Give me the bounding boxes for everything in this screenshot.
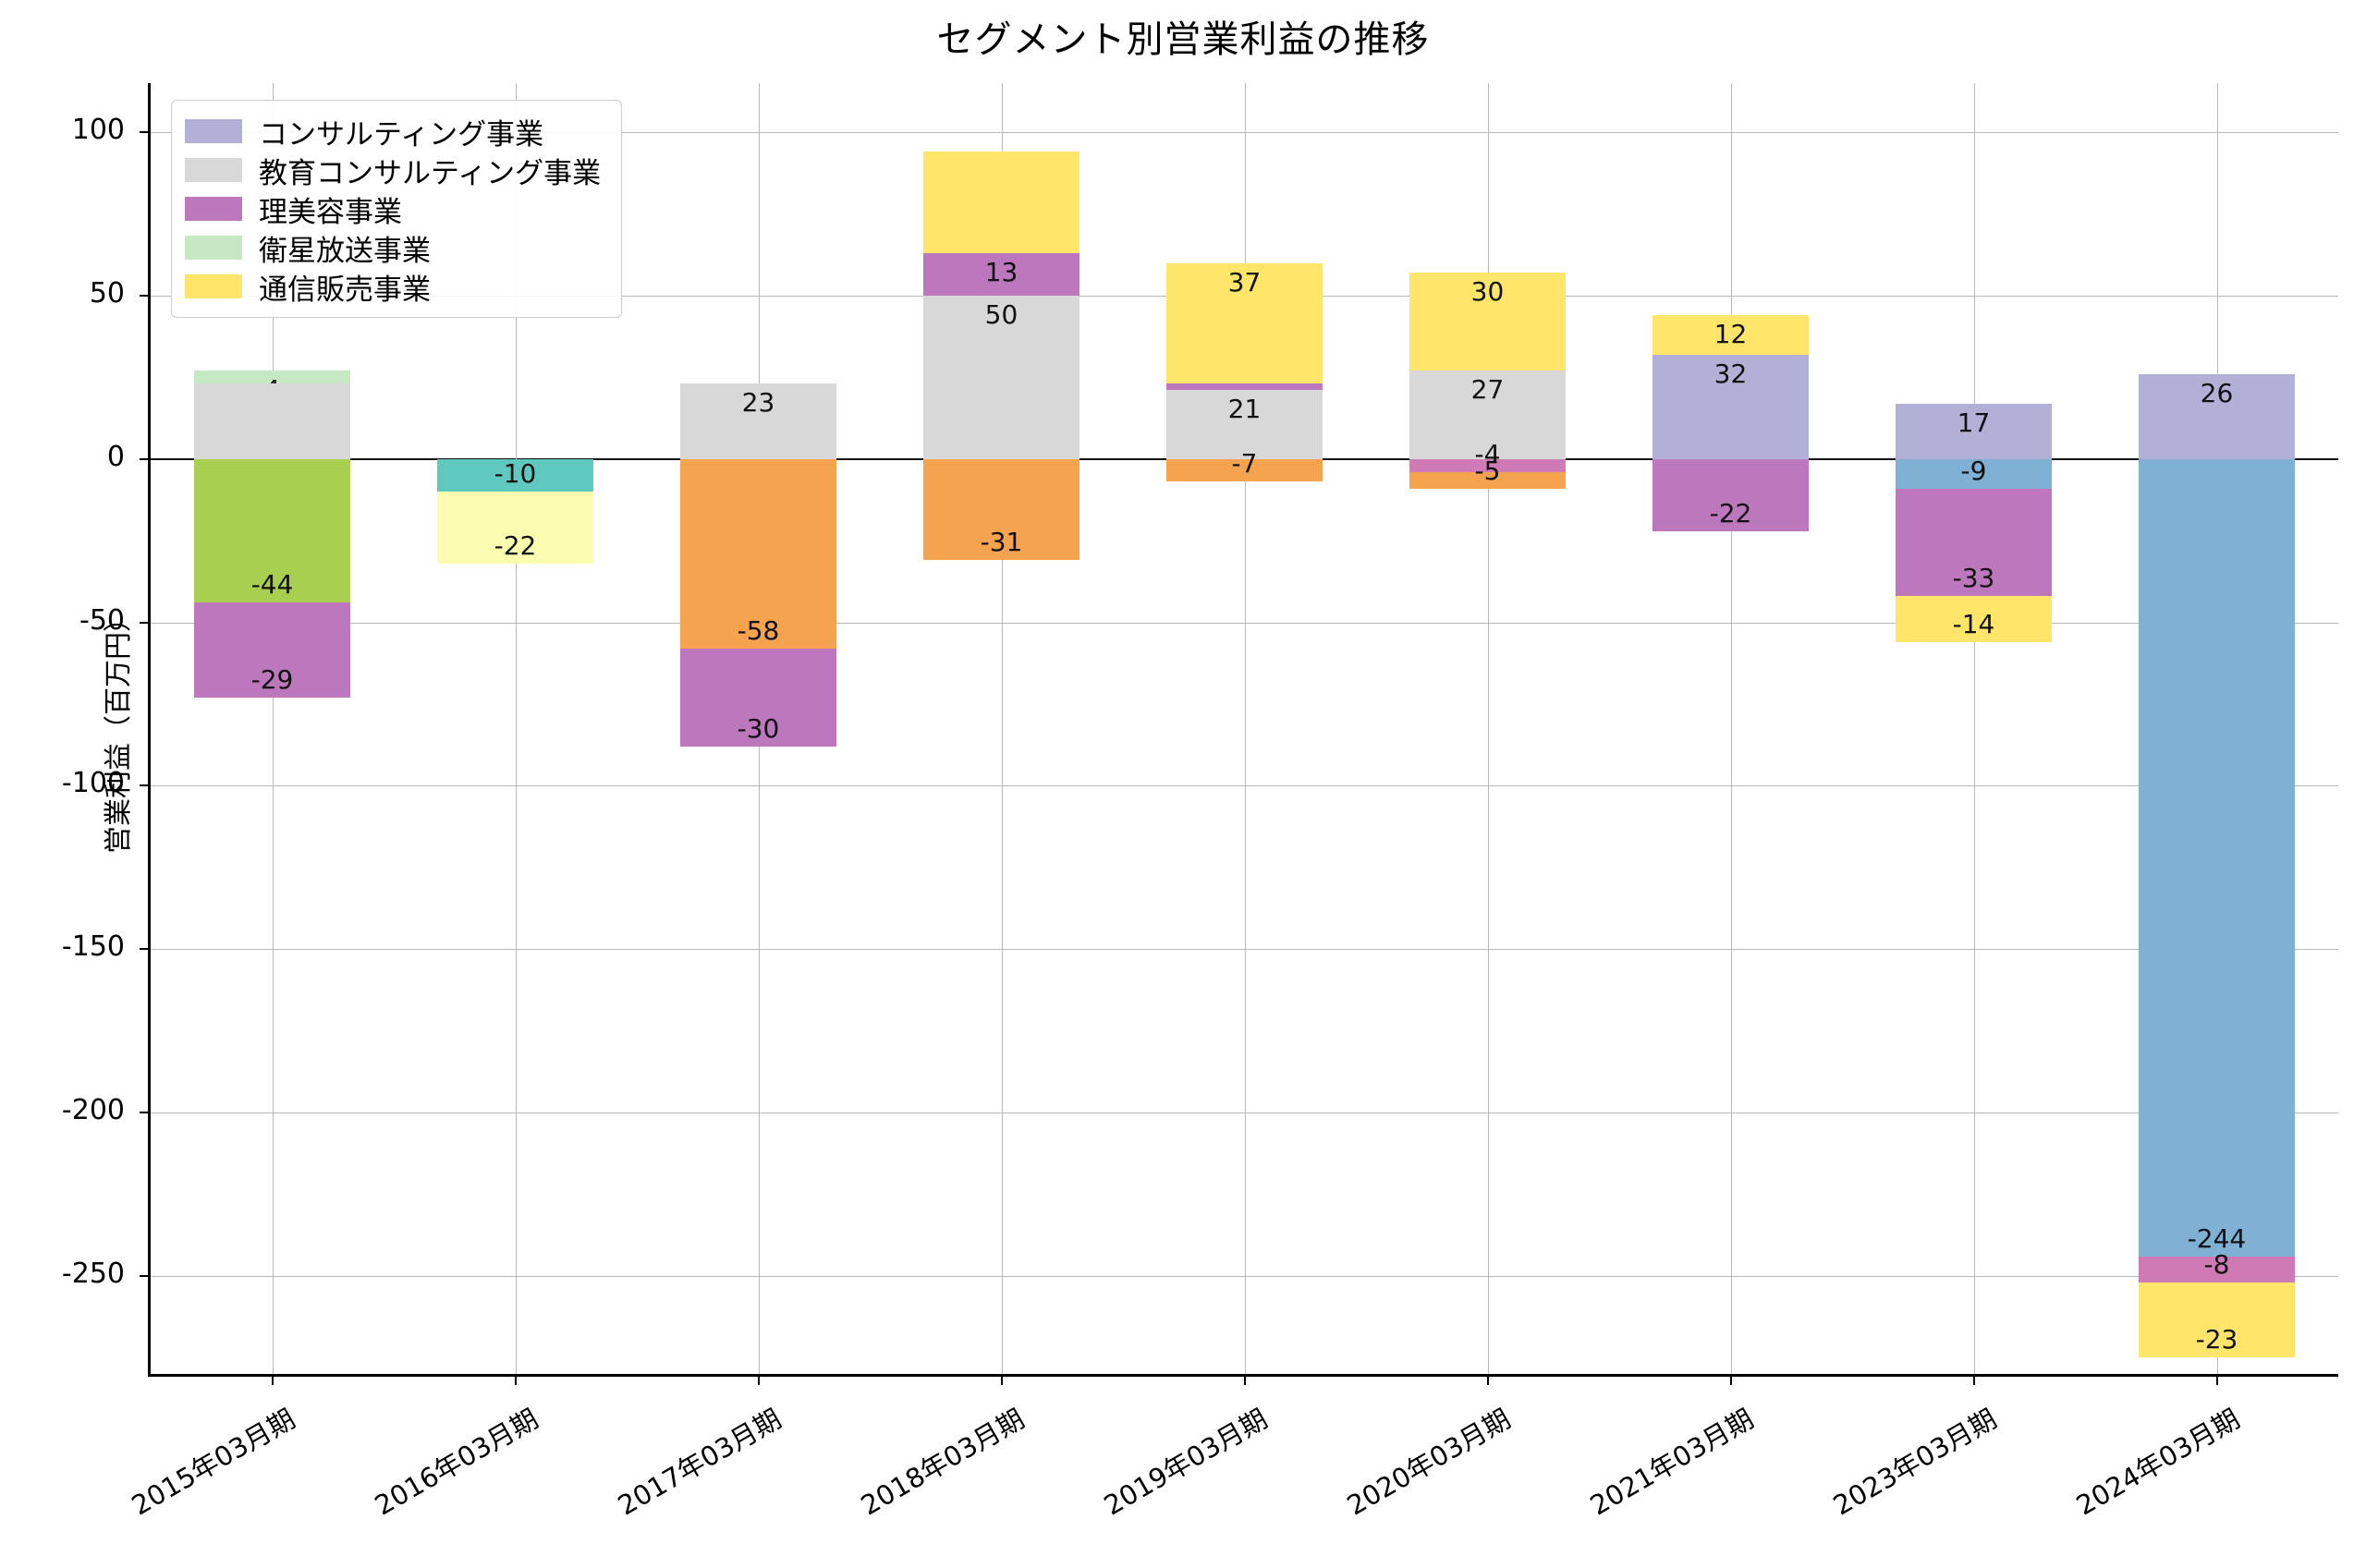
y-tick-mark — [140, 131, 151, 134]
legend-swatch-icon — [185, 274, 242, 298]
x-gridline — [1244, 83, 1246, 1374]
x-tick-mark — [1729, 1374, 1732, 1385]
bar-segment[interactable] — [1896, 403, 2052, 459]
bar-segment[interactable] — [1409, 458, 1566, 472]
legend-item[interactable]: コンサルティング事業 — [185, 112, 601, 152]
y-tick-label: 0 — [106, 440, 125, 473]
y-tick-mark — [140, 784, 151, 787]
bar-segment[interactable] — [923, 295, 1079, 459]
bar-segment[interactable] — [923, 252, 1079, 296]
legend-label: 衛星放送事業 — [259, 234, 431, 268]
bar-segment[interactable] — [194, 602, 350, 698]
bar-segment[interactable] — [923, 458, 1079, 561]
chart-title: セグメント別営業利益の推移 — [936, 18, 1430, 61]
y-tick-label: -200 — [61, 1094, 125, 1127]
y-tick-label: -250 — [61, 1257, 125, 1290]
x-gridline — [1730, 83, 1732, 1374]
bar-segment[interactable] — [680, 383, 836, 459]
bar-segment[interactable] — [1896, 458, 2052, 489]
x-tick-label: 2019年03月期 — [1098, 1403, 1273, 1522]
bar-segment[interactable] — [680, 648, 836, 747]
y-tick-mark — [140, 294, 151, 297]
x-tick-mark — [2215, 1374, 2218, 1385]
bar-segment[interactable] — [1166, 262, 1323, 384]
y-tick-mark — [140, 1112, 151, 1114]
y-tick-mark — [140, 621, 151, 624]
bar-segment[interactable] — [1166, 383, 1323, 391]
x-tick-mark — [1000, 1374, 1003, 1385]
bar-segment[interactable] — [437, 492, 593, 564]
bar-segment[interactable] — [194, 371, 350, 384]
x-tick-label: 2023年03月期 — [1827, 1403, 2002, 1522]
y-tick-mark — [140, 1274, 151, 1277]
x-tick-label: 2018年03月期 — [855, 1403, 1030, 1522]
chart-legend: コンサルティング事業教育コンサルティング事業 理美容事業衛星放送事業 通信販売事業 — [171, 100, 623, 318]
legend-label: 通信販売事業 — [259, 273, 431, 307]
x-tick-mark — [514, 1374, 517, 1385]
bar-segment[interactable] — [1896, 596, 2052, 642]
x-tick-label: 2020年03月期 — [1341, 1403, 1516, 1522]
x-tick-label: 2015年03月期 — [126, 1403, 300, 1522]
x-tick-mark — [1486, 1374, 1489, 1385]
x-tick-label: 2024年03月期 — [2070, 1403, 2245, 1522]
bar-segment[interactable] — [1166, 458, 1323, 482]
y-tick-label: -50 — [79, 603, 125, 637]
x-tick-label: 2021年03月期 — [1584, 1403, 1759, 1522]
x-gridline — [1487, 83, 1489, 1374]
x-gridline — [272, 83, 274, 1374]
legend-swatch-icon — [185, 119, 242, 143]
x-tick-mark — [757, 1374, 760, 1385]
bar-segment[interactable] — [680, 458, 836, 649]
y-tick-label: 50 — [89, 276, 125, 310]
y-axis-label: 営業利益（百万円） — [103, 603, 135, 854]
x-tick-mark — [1972, 1374, 1975, 1385]
bar-segment[interactable] — [194, 383, 350, 459]
y-tick-label: -100 — [61, 767, 125, 800]
legend-item[interactable]: 理美容事業 — [185, 189, 601, 229]
legend-item[interactable]: 教育コンサルティング事業 — [185, 151, 602, 190]
y-tick-mark — [140, 457, 151, 460]
legend-swatch-icon — [185, 236, 242, 260]
y-tick-label: 100 — [71, 114, 125, 147]
bar-segment[interactable] — [2139, 458, 2295, 1257]
bar-segment[interactable] — [1166, 390, 1323, 459]
bar-segment[interactable] — [1409, 371, 1566, 459]
x-gridline — [1001, 83, 1003, 1374]
x-tick-mark — [271, 1374, 274, 1385]
x-tick-mark — [1243, 1374, 1246, 1385]
legend-label: コンサルティング事業 — [259, 117, 544, 152]
legend-item[interactable]: 通信販売事業 — [185, 267, 601, 307]
legend-swatch-icon — [185, 197, 242, 221]
bar-segment[interactable] — [194, 458, 350, 603]
x-gridline — [515, 83, 517, 1374]
x-gridline — [1973, 83, 1975, 1374]
bar-segment[interactable] — [1409, 471, 1566, 489]
bar-segment[interactable] — [2139, 1282, 2295, 1358]
bar-segment[interactable] — [1653, 315, 1809, 355]
x-tick-label: 2016年03月期 — [369, 1403, 543, 1522]
y-tick-label: -150 — [61, 930, 125, 964]
bar-segment[interactable] — [2139, 1256, 2295, 1282]
bar-segment[interactable] — [1409, 273, 1566, 371]
legend-label: 理美容事業 — [259, 195, 402, 229]
bar-segment[interactable] — [923, 152, 1079, 253]
bar-segment[interactable] — [1896, 488, 2052, 597]
legend-label: 教育コンサルティング事業 — [259, 156, 602, 190]
legend-item[interactable]: 衛星放送事業 — [185, 228, 601, 268]
y-tick-mark — [140, 948, 151, 951]
bar-segment[interactable] — [1653, 354, 1809, 459]
bar-segment[interactable] — [437, 458, 593, 492]
bar-segment[interactable] — [2139, 373, 2295, 459]
plot-area: 営業利益（百万円） 4-44-29-10-2223-58-301350-3137… — [62, 83, 2338, 1522]
legend-swatch-icon — [185, 158, 242, 182]
x-tick-label: 2017年03月期 — [612, 1403, 787, 1522]
bar-segment[interactable] — [1653, 458, 1809, 531]
